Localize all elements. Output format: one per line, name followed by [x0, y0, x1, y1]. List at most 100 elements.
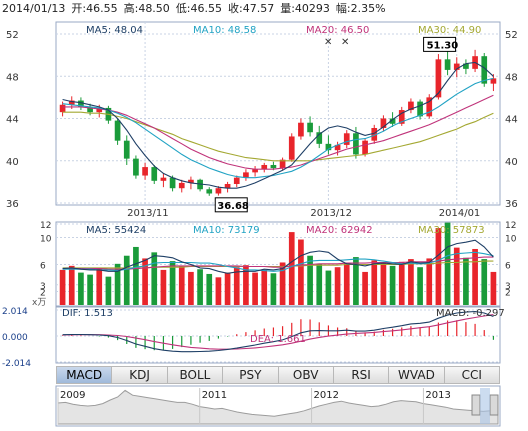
volume-bar	[298, 239, 304, 305]
volume-bar	[197, 269, 203, 305]
range-selection[interactable]	[480, 388, 490, 424]
macd-ytick: 2.014	[2, 307, 28, 317]
candle-body	[178, 182, 185, 189]
candle-body	[353, 133, 359, 155]
cross-marker-icon: ✕	[324, 37, 332, 48]
candle-body	[481, 56, 488, 84]
candle-body	[380, 118, 387, 129]
volume-bar	[490, 271, 497, 305]
volume-bar	[114, 263, 121, 305]
volume-bar	[316, 263, 323, 305]
quote-high: 高:48.50	[123, 2, 170, 15]
volume-bar	[343, 263, 350, 305]
volume-ytick-left: 6	[40, 262, 46, 272]
price-xtick: 2013/12	[310, 208, 352, 219]
high-annotation-box	[423, 36, 457, 52]
candle-body	[435, 59, 442, 98]
volume-bar	[380, 262, 387, 305]
volume-bar	[325, 270, 332, 305]
candle-body	[490, 78, 497, 84]
volume-legend-ma5: MA5: 55424	[86, 225, 146, 236]
volume-bar	[78, 272, 84, 305]
candle-body	[343, 133, 350, 145]
macd-legend-dif: DIF: 1.513	[62, 308, 113, 319]
volume-ytick-left: 2	[40, 289, 46, 299]
volume-bar	[417, 267, 423, 305]
overview-xtick: 2012	[314, 390, 339, 401]
price-ytick-left: 36	[6, 199, 19, 210]
volume-unit: x万	[32, 298, 46, 308]
tab-rsi[interactable]: RSI	[333, 366, 390, 384]
low-annotation-box	[214, 197, 248, 213]
low-annotation: 36.68	[217, 201, 249, 212]
volume-ytick-right: 6	[505, 262, 511, 272]
tab-cci[interactable]: CCI	[444, 366, 500, 384]
ma5-line	[62, 61, 494, 189]
tab-obv[interactable]: OBV	[278, 366, 334, 384]
volume-ma20-line	[62, 256, 494, 270]
candle-body	[252, 169, 258, 173]
volume-bar	[279, 262, 286, 305]
candle-body	[233, 177, 240, 184]
candle-body	[188, 179, 194, 183]
overview-xtick: 2011	[202, 390, 227, 401]
price-ytick-left: 48	[6, 72, 19, 83]
volume-bar	[68, 265, 75, 305]
overview-xtick: 2009	[60, 390, 85, 401]
volume-ma10-line	[62, 251, 494, 272]
price-legend-ma30: MA30: 44.90	[418, 25, 481, 36]
volume-legend-ma10: MA10: 73179	[193, 225, 260, 236]
ma20-line	[62, 94, 494, 170]
candle-body	[215, 188, 222, 194]
volume-bar	[243, 265, 249, 305]
volume-ytick-left: 10	[40, 235, 52, 245]
tab-macd[interactable]: MACD	[56, 366, 113, 384]
price-ytick-left: 44	[6, 115, 19, 126]
macd-panel[interactable]	[55, 306, 501, 364]
macd-ytick: -2.014	[2, 359, 31, 369]
candle-body	[334, 144, 341, 151]
candle-body	[298, 122, 304, 137]
price-ytick-left: 52	[6, 30, 19, 41]
range-handle-left[interactable]	[471, 394, 481, 416]
tab-kdj[interactable]: KDJ	[112, 366, 168, 384]
candle-body	[408, 101, 414, 111]
tab-wvad[interactable]: WVAD	[389, 366, 445, 384]
volume-bar	[435, 228, 442, 305]
candle-body	[426, 97, 433, 117]
candle-body	[288, 136, 295, 160]
volume-bar	[215, 277, 222, 305]
range-handle-right[interactable]	[489, 394, 499, 416]
quote-low: 低:46.55	[175, 2, 223, 15]
volume-bar	[353, 257, 359, 305]
volume-bar	[59, 269, 66, 305]
volume-bar	[252, 272, 258, 305]
candle-body	[417, 101, 423, 117]
volume-bar	[206, 273, 213, 305]
overview-xtick: 2013	[425, 390, 450, 401]
tab-boll[interactable]: BOLL	[167, 366, 224, 384]
candle-body	[96, 107, 103, 113]
candle-body	[316, 132, 323, 144]
volume-bar	[133, 246, 139, 305]
price-ytick-right: 40	[505, 157, 518, 168]
volume-bar	[169, 261, 176, 305]
candle-body	[463, 63, 469, 69]
volume-bar	[453, 247, 460, 305]
volume-ytick-left: 3	[40, 282, 46, 292]
price-ytick-right: 48	[505, 72, 518, 83]
candle-body	[123, 140, 130, 159]
candle-body	[362, 140, 368, 155]
macd-legend-dea: DEA: 1.661	[250, 334, 306, 345]
cross-marker-icon: ✕	[341, 37, 349, 48]
ma30-line	[62, 111, 494, 162]
volume-ytick-right: 10	[505, 235, 517, 245]
quote-volume: 量:40293	[280, 2, 330, 15]
volume-bar	[151, 252, 158, 305]
tab-psy[interactable]: PSY	[223, 366, 279, 384]
volume-bar	[389, 265, 396, 305]
candle-body	[160, 177, 167, 181]
volume-bar	[233, 267, 240, 305]
candle-body	[279, 159, 286, 169]
